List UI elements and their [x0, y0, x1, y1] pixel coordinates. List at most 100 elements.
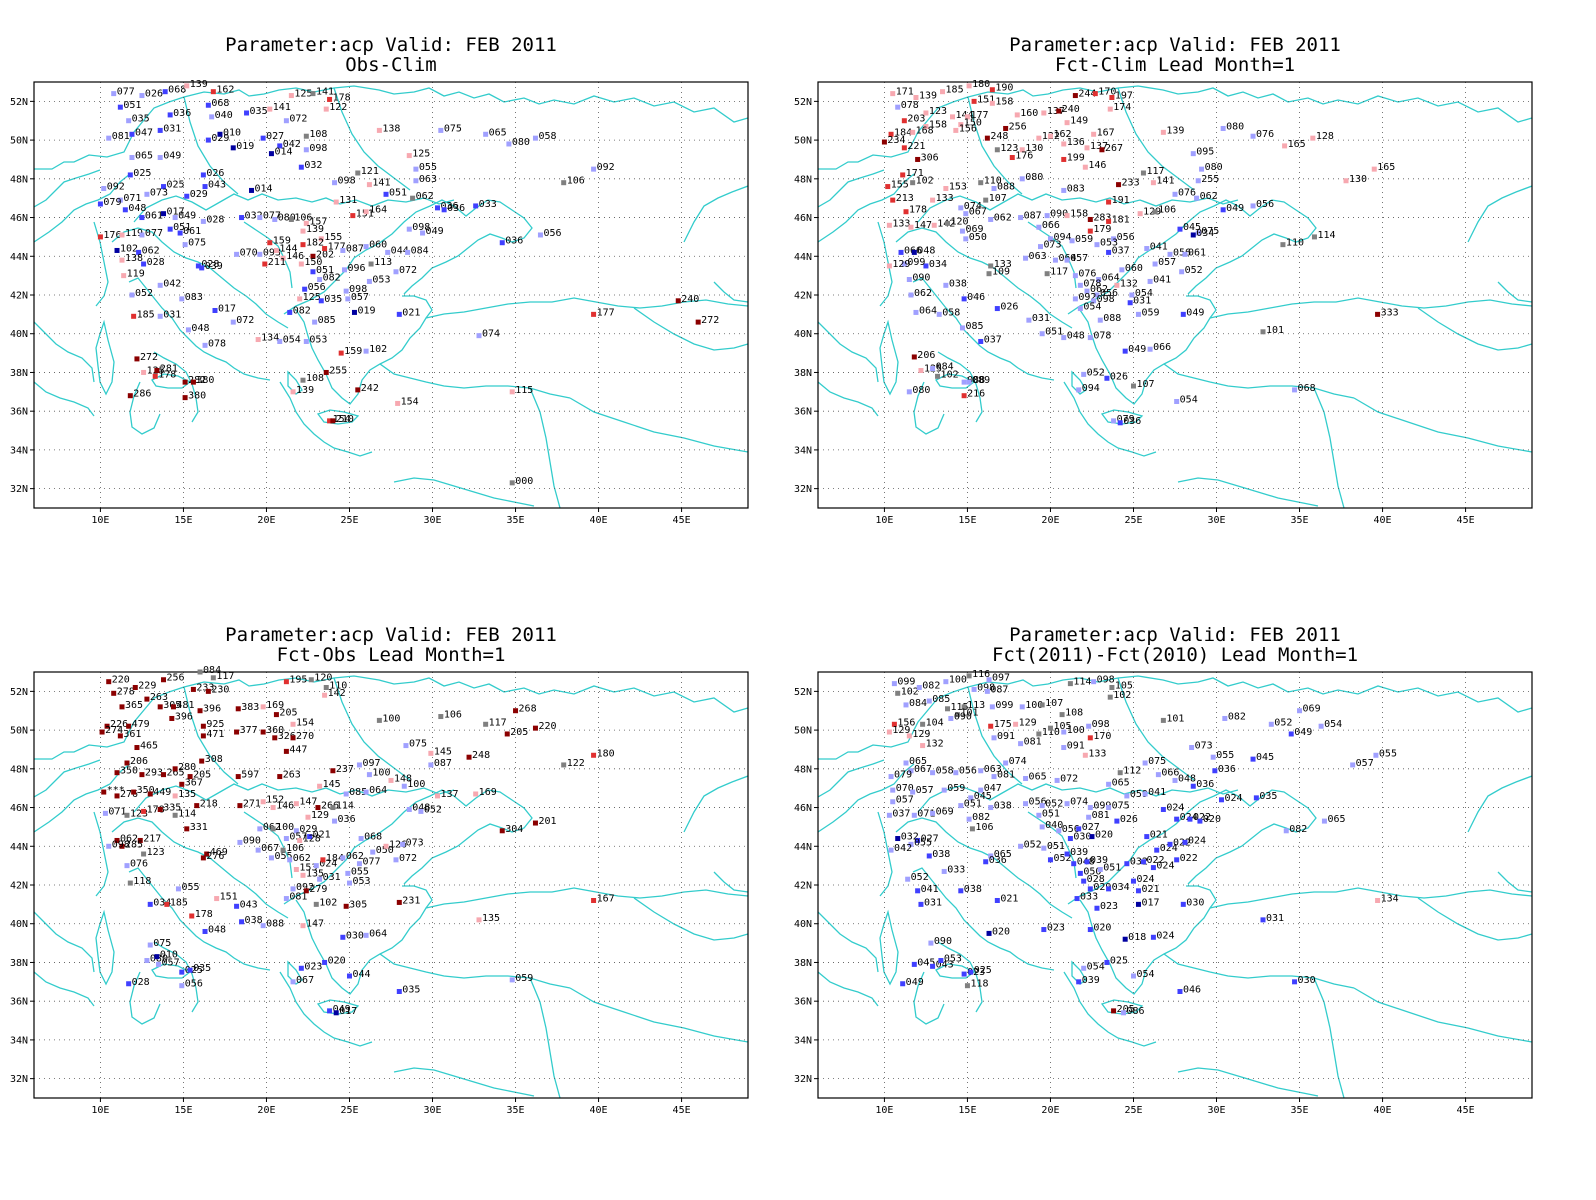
station-marker — [144, 958, 150, 964]
station-value-label: 075 — [1112, 801, 1130, 812]
station-marker — [318, 236, 324, 242]
station-value-label: 062 — [1200, 191, 1218, 202]
station-value-label: 079 — [1117, 414, 1135, 425]
station-marker — [1061, 187, 1067, 193]
station-marker — [1180, 901, 1186, 907]
x-tick-label: 15E — [174, 515, 192, 526]
station-value-label: 031 — [163, 123, 181, 134]
station-marker — [111, 690, 117, 696]
station-marker — [1039, 803, 1045, 809]
station-marker — [1155, 772, 1161, 778]
station-value-label: 077 — [263, 211, 281, 222]
station-value-label: 080 — [912, 385, 930, 396]
station-marker — [930, 197, 936, 203]
station-marker — [403, 743, 409, 749]
station-marker — [200, 733, 206, 739]
station-value-label: 032 — [1130, 857, 1148, 868]
station-marker — [200, 172, 206, 178]
station-marker — [945, 220, 951, 226]
station-marker — [978, 180, 984, 186]
station-value-label: 151 — [220, 892, 238, 903]
station-value-label: 081 — [112, 131, 130, 142]
station-marker — [124, 812, 130, 818]
station-marker — [1091, 131, 1097, 137]
station-value-label: 156 — [959, 123, 977, 134]
y-tick-label: 42N — [10, 881, 28, 892]
station-marker — [249, 187, 255, 193]
station-value-label: 205 — [1117, 1004, 1135, 1015]
station-marker — [1150, 865, 1156, 871]
station-marker — [473, 791, 479, 797]
station-value-label: 233 — [1122, 178, 1140, 189]
station-marker — [355, 387, 361, 393]
station-marker — [194, 803, 200, 809]
station-marker — [310, 253, 316, 259]
station-marker — [199, 265, 205, 271]
station-value-label: 098 — [412, 222, 430, 233]
station-marker — [283, 896, 289, 902]
station-marker — [393, 857, 399, 863]
station-marker — [949, 114, 955, 120]
station-value-label: 148 — [394, 773, 412, 784]
station-value-label: 135 — [178, 789, 196, 800]
x-tick-label: 20E — [1041, 1105, 1059, 1116]
station-marker — [1147, 278, 1153, 284]
station-value-label: 157 — [309, 216, 327, 227]
station-value-label: 068 — [211, 98, 229, 109]
station-marker — [1086, 814, 1092, 820]
station-value-label: 171 — [906, 168, 924, 179]
station-value-label: 110 — [984, 176, 1002, 187]
y-tick-label: 48N — [794, 174, 812, 185]
station-marker — [1130, 383, 1136, 389]
station-value-label: 221 — [907, 141, 925, 152]
station-value-label: 217 — [143, 833, 161, 844]
station-marker — [1036, 812, 1042, 818]
station-marker — [237, 803, 243, 809]
station-value-label: 046 — [1183, 985, 1201, 996]
station-value-label: 216 — [967, 389, 985, 400]
station-value-label: 021 — [1141, 884, 1159, 895]
station-value-label: 153 — [299, 863, 317, 874]
station-marker — [106, 843, 112, 849]
x-tick-label: 15E — [958, 515, 976, 526]
station-marker — [509, 389, 515, 395]
x-tick-label: 45E — [1457, 515, 1475, 526]
station-value-label: 113 — [967, 700, 985, 711]
station-marker — [255, 337, 261, 343]
station-value-label: 049 — [178, 211, 196, 222]
station-value-label: 096 — [348, 263, 366, 274]
station-marker — [322, 692, 328, 698]
station-value-label: 129 — [1143, 207, 1161, 218]
station-value-label: 064 — [1102, 273, 1120, 284]
station-marker — [217, 131, 223, 137]
station-marker — [532, 135, 538, 141]
x-tick-label: 10E — [875, 1105, 893, 1116]
station-value-label: 070 — [896, 783, 914, 794]
station-marker — [964, 114, 970, 120]
station-value-label: 062 — [914, 288, 932, 299]
station-value-label: 139 — [1166, 125, 1184, 136]
station-marker — [312, 319, 318, 325]
station-value-label: 047 — [984, 783, 1002, 794]
panel-title-line1: Parameter:acp Valid: FEB 2011 — [225, 34, 557, 56]
station-marker — [104, 723, 110, 729]
station-marker — [905, 876, 911, 882]
station-marker — [199, 758, 205, 764]
station-marker — [1019, 704, 1025, 710]
station-value-label: 032 — [304, 160, 322, 171]
station-value-label: 072 — [1060, 773, 1078, 784]
station-value-label: 094 — [1082, 383, 1100, 394]
station-marker — [345, 296, 351, 302]
station-value-label: 075 — [188, 238, 206, 249]
station-value-label: 218 — [200, 799, 218, 810]
y-tick-label: 32N — [794, 484, 812, 495]
station-marker — [989, 704, 995, 710]
station-value-label: 051 — [389, 187, 407, 198]
station-marker — [385, 249, 391, 255]
station-value-label: 102 — [120, 243, 138, 254]
station-marker — [1023, 776, 1029, 781]
station-value-label: 130 — [1025, 143, 1043, 154]
station-value-label: 449 — [153, 787, 171, 798]
station-value-label: 084 — [411, 245, 429, 256]
station-value-label: 126 — [389, 839, 407, 850]
